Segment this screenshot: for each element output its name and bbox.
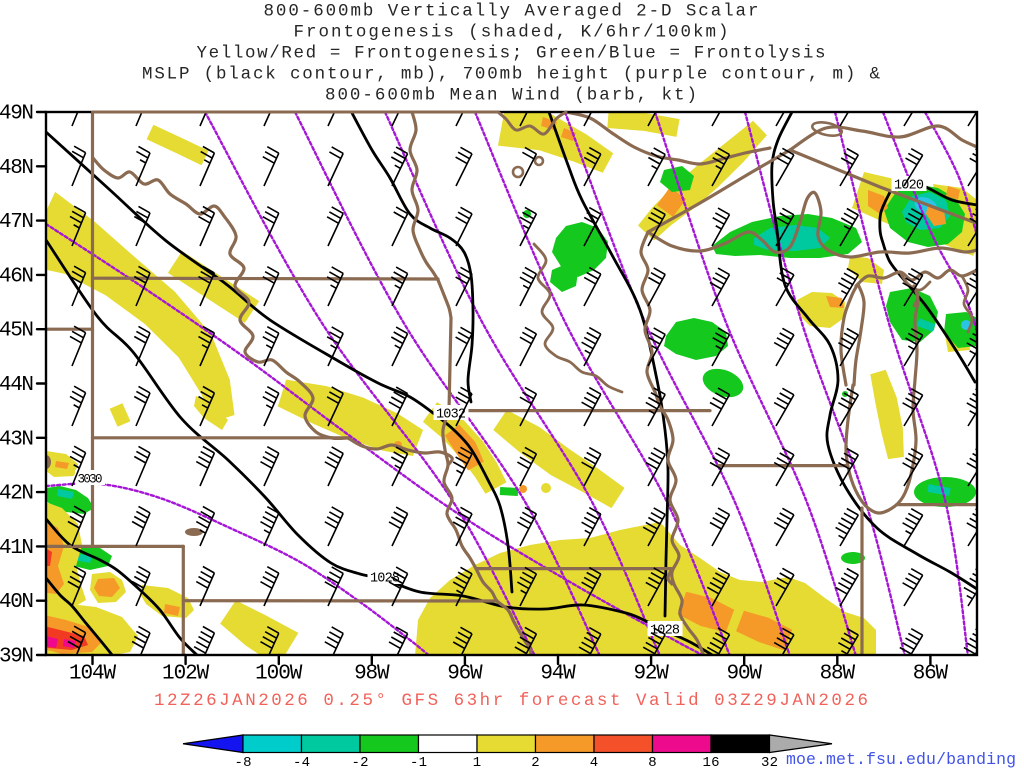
- svg-text:49N: 49N: [0, 103, 34, 126]
- svg-text:4: 4: [590, 755, 598, 768]
- svg-text:-4: -4: [293, 755, 310, 768]
- svg-text:43N: 43N: [0, 428, 34, 451]
- svg-text:16: 16: [703, 755, 720, 768]
- svg-text:-8: -8: [235, 755, 252, 768]
- svg-text:Frontogenesis (shaded, K/6hr/1: Frontogenesis (shaded, K/6hr/100km): [294, 23, 729, 43]
- svg-text:1032: 1032: [436, 408, 466, 423]
- svg-text:48N: 48N: [0, 157, 34, 180]
- svg-text:-2: -2: [352, 755, 369, 768]
- svg-text:88W: 88W: [820, 663, 856, 686]
- svg-text:-1: -1: [410, 755, 427, 768]
- svg-text:1028: 1028: [370, 572, 400, 587]
- svg-text:86W: 86W: [913, 663, 949, 686]
- svg-text:47N: 47N: [0, 211, 34, 234]
- svg-text:Yellow/Red = Frontogenesis; G: Yellow/Red = Frontogenesis; Green/Blue =…: [197, 44, 826, 64]
- svg-text:45N: 45N: [0, 320, 34, 343]
- svg-text:98W: 98W: [354, 663, 390, 686]
- svg-text:800-600mb Mean Wind (barb, kt): 800-600mb Mean Wind (barb, kt): [325, 86, 697, 106]
- svg-text:96W: 96W: [447, 663, 483, 686]
- svg-text:46N: 46N: [0, 265, 34, 288]
- svg-text:39N: 39N: [0, 646, 34, 669]
- svg-text:moe.met.fsu.edu/banding: moe.met.fsu.edu/banding: [786, 750, 1016, 768]
- svg-text:3030: 3030: [78, 473, 103, 487]
- svg-text:102W: 102W: [162, 663, 210, 686]
- svg-text:8: 8: [648, 755, 656, 768]
- svg-text:1: 1: [473, 755, 481, 768]
- svg-text:42N: 42N: [0, 483, 34, 506]
- svg-text:44N: 44N: [0, 374, 34, 397]
- svg-text:2: 2: [531, 755, 539, 768]
- svg-text:100W: 100W: [255, 663, 303, 686]
- svg-text:92W: 92W: [633, 663, 669, 686]
- svg-text:1028: 1028: [650, 624, 680, 639]
- svg-text:94W: 94W: [540, 663, 576, 686]
- svg-text:1020: 1020: [894, 179, 924, 194]
- svg-text:12Z26JAN2026 0.25° GFS 63hr fo: 12Z26JAN2026 0.25° GFS 63hr forecast Val…: [154, 691, 868, 711]
- svg-text:40N: 40N: [0, 591, 34, 614]
- svg-text:90W: 90W: [727, 663, 763, 686]
- svg-text:41N: 41N: [0, 537, 34, 560]
- svg-text:32: 32: [761, 755, 778, 768]
- svg-text:104W: 104W: [69, 663, 117, 686]
